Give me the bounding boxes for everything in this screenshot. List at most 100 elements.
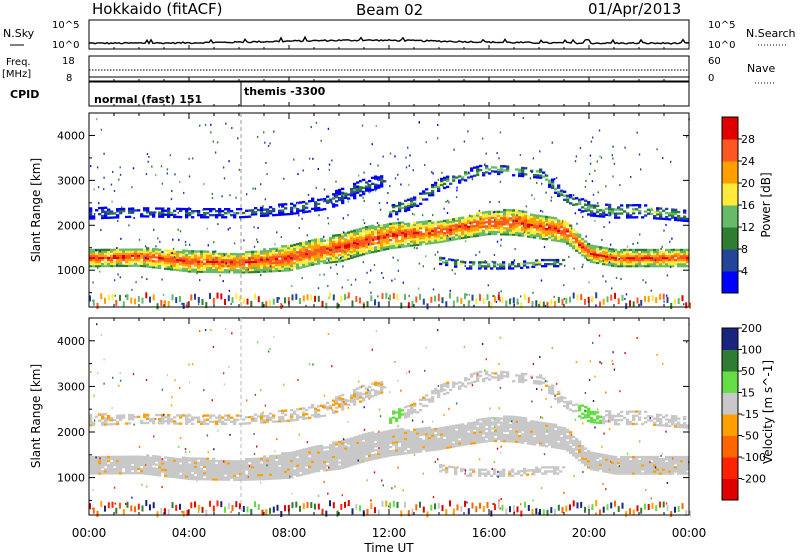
power-cell [191, 262, 195, 265]
power-cell [245, 252, 249, 256]
power-cell [296, 253, 300, 256]
power-cell [131, 258, 135, 261]
power-cell [539, 170, 543, 173]
power-cell [416, 225, 420, 228]
power-cell [161, 207, 165, 210]
power-cell [131, 211, 135, 214]
power-cell [314, 242, 318, 245]
power-cell [185, 265, 189, 269]
power-cell [311, 255, 315, 258]
power-cell [122, 264, 126, 268]
power-cell [254, 260, 258, 264]
velocity-cell [107, 464, 111, 467]
power-cell [182, 302, 185, 309]
power-cell [218, 270, 222, 274]
power-cell [206, 212, 210, 215]
velocity-cell [425, 427, 429, 430]
power-cell [317, 252, 321, 255]
power-cell [366, 271, 368, 274]
power-cell [149, 213, 153, 216]
velocity-cell [110, 472, 114, 475]
power-cell [125, 250, 129, 253]
velocity-cell [371, 447, 375, 451]
power-cell [149, 249, 153, 252]
velocity-data [89, 323, 691, 518]
velocity-cell [425, 441, 429, 444]
velocity-cell [449, 441, 453, 445]
velocity-cell [437, 443, 441, 447]
power-cell [475, 254, 477, 257]
velocity-cell [272, 473, 276, 476]
power-cell [596, 257, 600, 261]
velocity-cell [98, 466, 102, 469]
velocity-cell [320, 467, 324, 470]
colorbar-tick-label: 4 [741, 265, 748, 278]
power-cell [182, 251, 186, 254]
velocity-cell [275, 469, 279, 472]
power-cell [677, 217, 681, 220]
power-cell [290, 254, 294, 258]
power-cell [206, 262, 210, 265]
power-cell [296, 209, 300, 213]
velocity-cell [233, 460, 237, 463]
power-cell [329, 236, 333, 240]
velocity-cell [323, 450, 327, 453]
velocity-cell [227, 476, 231, 479]
power-cell [218, 268, 222, 272]
power-cell [314, 254, 318, 258]
velocity-cell [176, 461, 180, 465]
power-cell [209, 270, 213, 274]
power-cell [641, 258, 645, 262]
power-cell [471, 178, 474, 181]
power-cell [317, 254, 321, 257]
velocity-cell [293, 457, 297, 460]
velocity-cell [158, 470, 162, 473]
power-cell [283, 177, 285, 180]
power-cell [245, 271, 249, 274]
power-cell [458, 175, 462, 178]
velocity-cell [299, 461, 303, 464]
velocity-cell [206, 463, 210, 467]
power-cell [492, 295, 494, 298]
power-cell [544, 265, 548, 268]
velocity-cell [140, 463, 144, 467]
power-cell [331, 159, 333, 162]
power-cell [347, 233, 351, 236]
power-cell [624, 298, 626, 300]
velocity-cell [272, 475, 276, 478]
velocity-cell [341, 456, 345, 459]
power-cell [680, 254, 684, 258]
power-cell [566, 222, 570, 225]
power-cell [468, 171, 470, 174]
power-cell [467, 221, 471, 225]
power-cell [458, 219, 462, 222]
power-cell [662, 263, 666, 266]
velocity-cell [398, 436, 402, 439]
velocity-cell [257, 471, 261, 475]
power-cell [656, 209, 660, 212]
power-cell [281, 247, 285, 250]
power-cell [665, 248, 669, 252]
power-cell [167, 251, 171, 255]
power-cell [215, 268, 219, 272]
power-cell [236, 253, 240, 256]
power-cell [508, 265, 512, 268]
velocity-cell [302, 452, 306, 455]
power-cell [530, 233, 534, 237]
power-cell [602, 258, 606, 262]
power-cell [242, 265, 246, 268]
power-cell [182, 257, 186, 260]
velocity-cell [404, 444, 408, 447]
power-cell [617, 263, 621, 266]
power-cell [475, 298, 478, 305]
velocity-cell [269, 457, 273, 460]
velocity-cell [173, 473, 177, 477]
power-cell [98, 258, 102, 262]
power-cell [432, 172, 434, 175]
velocity-cell [257, 461, 261, 465]
power-cell [89, 211, 93, 214]
power-cell [401, 241, 405, 244]
power-cell [97, 266, 99, 269]
velocity-cell [413, 449, 417, 452]
power-cell [473, 174, 477, 177]
